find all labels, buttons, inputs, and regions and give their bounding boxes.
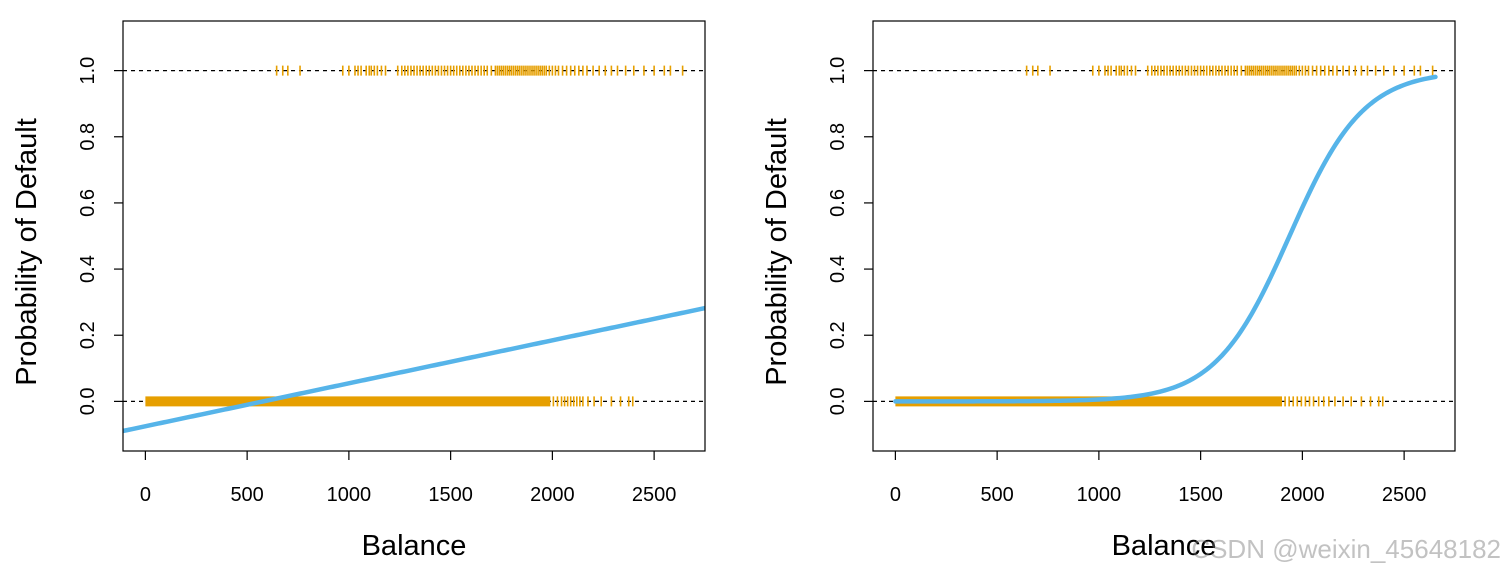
y-tick-label: 0.2 xyxy=(77,321,99,349)
x-tick-label: 500 xyxy=(980,484,1013,506)
panel-linear-regression: 0 500 1000 1500 2000 2500 0.0 0.2 0.4 0.6 0.8 1.0 Ba… xyxy=(11,20,706,562)
x-tick-label: 1500 xyxy=(1178,484,1223,506)
y-axis-title: Probability of Default xyxy=(761,118,793,386)
y-tick-label: 0.4 xyxy=(77,255,99,283)
y-tick-label: 0.8 xyxy=(827,123,849,151)
y-tick-label: 0.0 xyxy=(827,387,849,415)
x-tick-label: 1000 xyxy=(327,484,372,506)
y-tick-label: 1.0 xyxy=(77,57,99,85)
x-tick-label: 2500 xyxy=(1382,484,1427,506)
y-tick-label: 0.6 xyxy=(77,189,99,217)
panel-logistic-regression: 0 500 1000 1500 2000 2500 0.0 0.2 0.4 0.6 0.8 1.0 Ba… xyxy=(761,20,1456,562)
y-tick-label: 1.0 xyxy=(827,57,849,85)
fit-line xyxy=(123,305,705,434)
x-tick-label: 0 xyxy=(890,484,901,506)
y-tick-label: 0.4 xyxy=(827,255,849,283)
watermark-text: CSDN @weixin_45648182 xyxy=(1191,534,1501,564)
x-tick-label: 1500 xyxy=(428,484,473,506)
y-tick-label: 0.0 xyxy=(77,387,99,415)
y-axis-title: Probability of Default xyxy=(11,118,43,386)
y-tick-label: 0.2 xyxy=(827,321,849,349)
x-axis-title: Balance xyxy=(362,530,467,562)
x-tick-label: 2500 xyxy=(632,484,677,506)
x-tick-label: 1000 xyxy=(1077,484,1122,506)
fit-line xyxy=(893,74,1438,404)
x-tick-label: 0 xyxy=(140,484,151,506)
plot-frame xyxy=(872,20,1456,452)
y-tick-label: 0.8 xyxy=(77,123,99,151)
x-tick-label: 500 xyxy=(230,484,263,506)
x-tick-label: 2000 xyxy=(1280,484,1325,506)
y-tick-label: 0.6 xyxy=(827,189,849,217)
x-axis-title: Balance xyxy=(1112,530,1217,562)
plot-frame xyxy=(122,20,706,452)
rug-block-default-no xyxy=(145,396,551,407)
x-tick-label: 2000 xyxy=(530,484,575,506)
